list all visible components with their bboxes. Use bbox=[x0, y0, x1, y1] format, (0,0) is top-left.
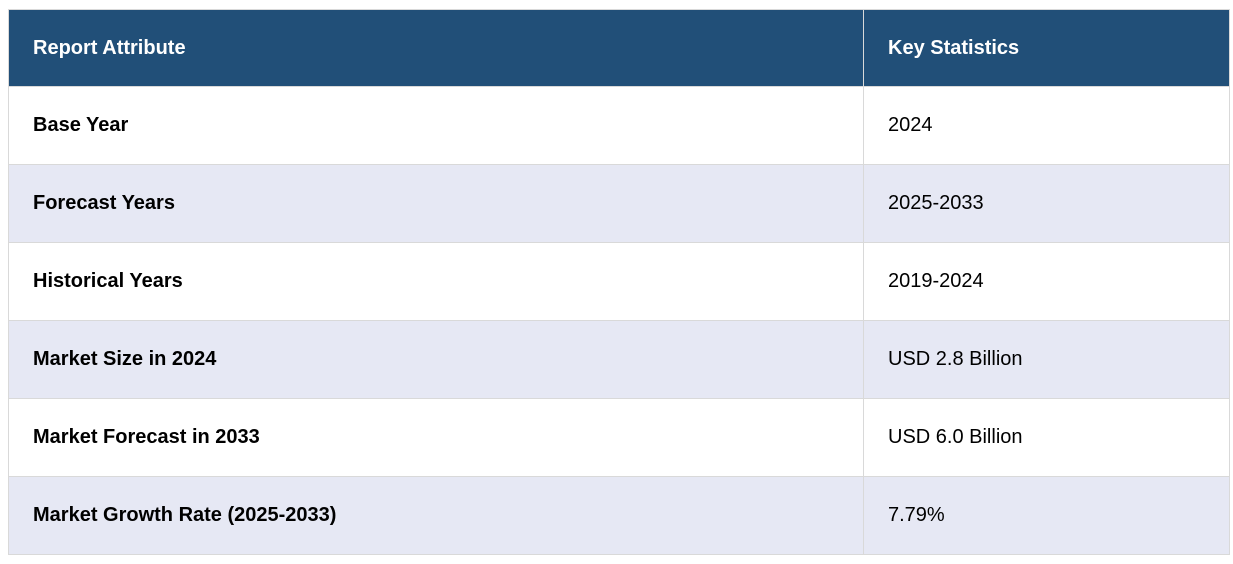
attribute-cell: Market Forecast in 2033 bbox=[8, 398, 864, 477]
table-row: Market Forecast in 2033 USD 6.0 Billion bbox=[8, 398, 1230, 477]
table-row: Forecast Years 2025-2033 bbox=[8, 164, 1230, 243]
header-key-statistics: Key Statistics bbox=[863, 9, 1230, 87]
report-attributes-table-container: Report Attribute Key Statistics Base Yea… bbox=[8, 9, 1230, 555]
attribute-cell: Market Size in 2024 bbox=[8, 320, 864, 399]
table-row: Market Growth Rate (2025-2033) 7.79% bbox=[8, 476, 1230, 555]
value-cell: 7.79% bbox=[863, 476, 1230, 555]
header-row: Report Attribute Key Statistics bbox=[8, 9, 1230, 87]
attribute-cell: Market Growth Rate (2025-2033) bbox=[8, 476, 864, 555]
table-body: Base Year 2024 Forecast Years 2025-2033 … bbox=[8, 86, 1230, 555]
table-row: Base Year 2024 bbox=[8, 86, 1230, 165]
attribute-cell: Base Year bbox=[8, 86, 864, 165]
table-header: Report Attribute Key Statistics bbox=[8, 9, 1230, 87]
value-cell: 2019-2024 bbox=[863, 242, 1230, 321]
value-cell: USD 6.0 Billion bbox=[863, 398, 1230, 477]
value-cell: USD 2.8 Billion bbox=[863, 320, 1230, 399]
attribute-cell: Historical Years bbox=[8, 242, 864, 321]
value-cell: 2025-2033 bbox=[863, 164, 1230, 243]
value-cell: 2024 bbox=[863, 86, 1230, 165]
table-row: Historical Years 2019-2024 bbox=[8, 242, 1230, 321]
attribute-cell: Forecast Years bbox=[8, 164, 864, 243]
table-row: Market Size in 2024 USD 2.8 Billion bbox=[8, 320, 1230, 399]
header-report-attribute: Report Attribute bbox=[8, 9, 864, 87]
report-attributes-table: Report Attribute Key Statistics Base Yea… bbox=[8, 9, 1230, 555]
